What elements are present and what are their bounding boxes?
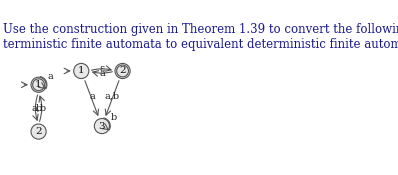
- Text: a,b: a,b: [31, 104, 46, 113]
- Text: a,b: a,b: [104, 92, 119, 101]
- Text: b: b: [111, 113, 117, 122]
- Text: b: b: [35, 104, 42, 113]
- Text: a: a: [90, 92, 96, 101]
- Text: 1: 1: [35, 80, 42, 89]
- Text: 2: 2: [119, 66, 126, 75]
- Text: a: a: [99, 69, 105, 78]
- Circle shape: [94, 118, 109, 134]
- Circle shape: [115, 63, 130, 79]
- Text: ε: ε: [100, 64, 105, 73]
- Text: Use the construction given in Theorem 1.39 to convert the following two nonde-
t: Use the construction given in Theorem 1.…: [3, 23, 398, 51]
- Text: 3: 3: [99, 122, 105, 131]
- Text: 1: 1: [78, 66, 85, 75]
- Circle shape: [31, 124, 46, 139]
- Circle shape: [31, 77, 46, 92]
- Text: 2: 2: [35, 127, 42, 136]
- Text: a: a: [48, 72, 54, 81]
- Circle shape: [74, 63, 89, 79]
